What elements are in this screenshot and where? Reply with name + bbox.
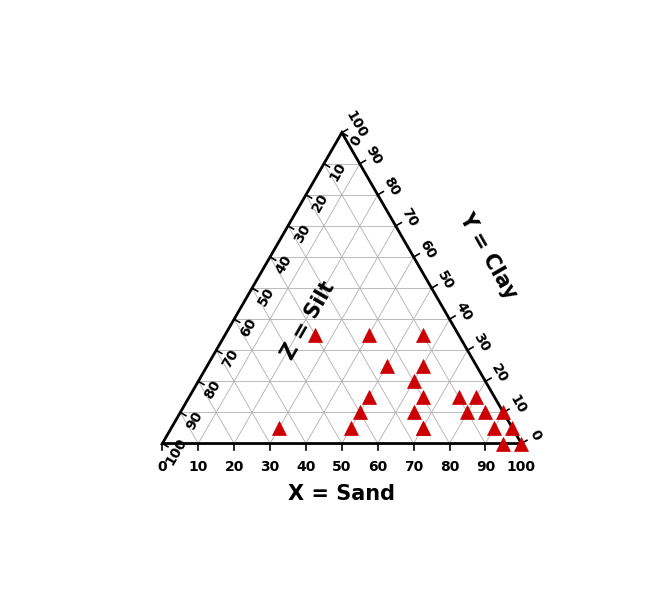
Text: Y = Clay: Y = Clay — [455, 209, 520, 302]
Text: 20: 20 — [225, 460, 244, 474]
Text: 40: 40 — [273, 253, 295, 277]
Text: 10: 10 — [506, 393, 528, 416]
Text: 20: 20 — [488, 361, 510, 385]
Text: 0: 0 — [348, 133, 364, 148]
Text: 70: 70 — [399, 206, 421, 230]
Text: 80: 80 — [381, 175, 403, 199]
Text: 90: 90 — [476, 460, 495, 474]
Text: 100: 100 — [163, 436, 189, 468]
Text: 30: 30 — [291, 222, 313, 246]
Text: 50: 50 — [332, 460, 352, 474]
Text: 60: 60 — [368, 460, 388, 474]
Text: Z = Silt: Z = Silt — [277, 278, 338, 363]
Text: 30: 30 — [260, 460, 279, 474]
Text: 80: 80 — [440, 460, 459, 474]
Text: 90: 90 — [363, 144, 385, 167]
Text: 100: 100 — [507, 460, 536, 474]
Text: 100: 100 — [343, 108, 369, 141]
Text: 70: 70 — [404, 460, 424, 474]
Text: 40: 40 — [453, 299, 474, 323]
Text: 80: 80 — [201, 378, 223, 401]
Text: 70: 70 — [219, 347, 241, 370]
Text: X = Sand: X = Sand — [288, 484, 396, 504]
Text: 50: 50 — [435, 268, 456, 292]
Text: 20: 20 — [309, 191, 331, 215]
Text: 10: 10 — [327, 160, 349, 184]
Text: 10: 10 — [189, 460, 208, 474]
Text: 40: 40 — [296, 460, 315, 474]
Text: 0: 0 — [157, 460, 167, 474]
Text: 60: 60 — [417, 237, 438, 261]
Text: 0: 0 — [527, 428, 544, 443]
Text: 50: 50 — [255, 284, 277, 308]
Text: 60: 60 — [237, 315, 259, 339]
Text: 90: 90 — [183, 408, 205, 432]
Text: 30: 30 — [471, 330, 492, 354]
